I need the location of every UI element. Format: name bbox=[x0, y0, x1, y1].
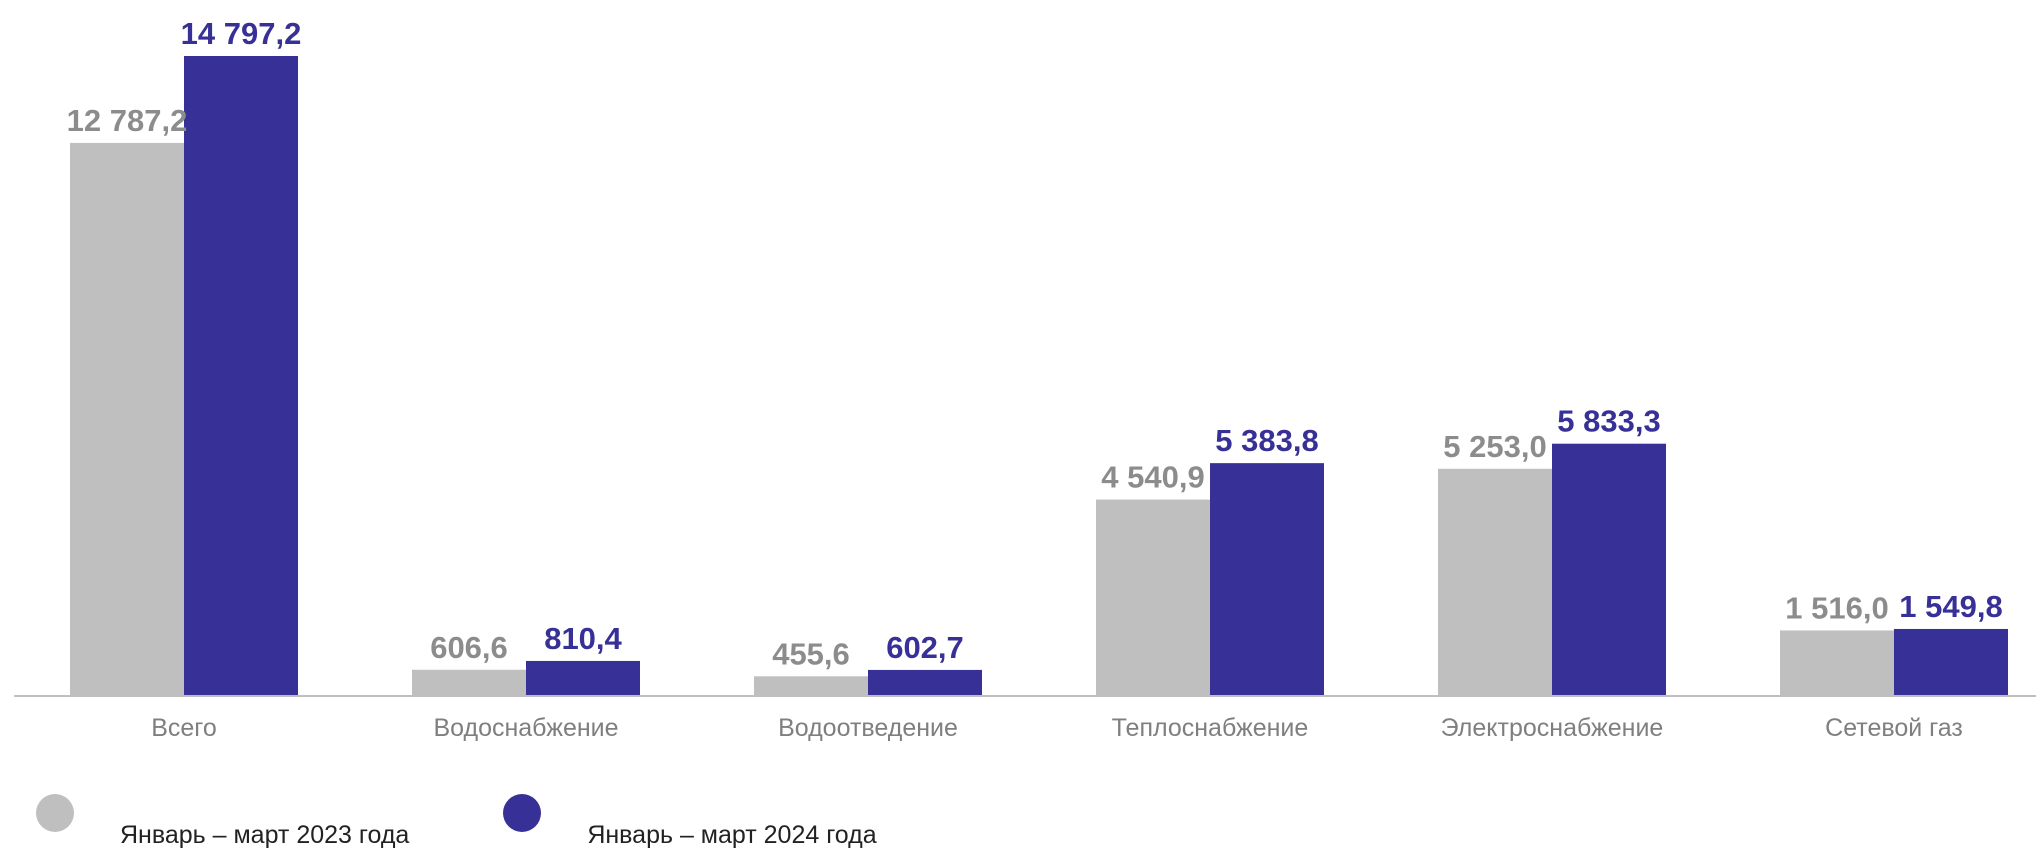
bars-group bbox=[70, 56, 2008, 696]
value-label-series2-cat5: 5 833,3 bbox=[1557, 404, 1660, 439]
bar-series2-cat6 bbox=[1894, 628, 2008, 696]
legend-swatch-2023 bbox=[36, 794, 74, 832]
value-label-series1-cat1: 12 787,2 bbox=[67, 103, 188, 138]
category-label-5: Электроснабжение bbox=[1441, 714, 1664, 742]
legend-label-2024: Январь – март 2024 года bbox=[587, 820, 877, 849]
bar-series1-cat1 bbox=[70, 142, 184, 696]
bar-chart: 12 787,2 14 797,2 606,6 810,4 455,6 602,7 4 54… bbox=[14, 16, 2036, 742]
category-label-6: Сетевой газ bbox=[1825, 714, 1963, 742]
legend-item-2024: Январь – март 2024 года bbox=[503, 794, 877, 849]
bar-series2-cat4 bbox=[1210, 463, 1324, 696]
value-label-series2-cat2: 810,4 bbox=[544, 621, 622, 656]
bar-series1-cat5 bbox=[1438, 468, 1552, 696]
category-label-1: Всего bbox=[151, 714, 217, 742]
legend: Январь – март 2023 года Январь – март 20… bbox=[36, 794, 971, 849]
legend-item-2023: Январь – март 2023 года bbox=[36, 794, 409, 849]
value-label-series2-cat3: 602,7 bbox=[886, 630, 964, 665]
value-label-series1-cat5: 5 253,0 bbox=[1443, 429, 1546, 464]
category-label-3: Водоотведение bbox=[778, 714, 958, 742]
value-label-series2-cat4: 5 383,8 bbox=[1215, 423, 1318, 458]
value-label-series2-cat6: 1 549,8 bbox=[1899, 589, 2002, 624]
category-label-2: Водоснабжение bbox=[433, 714, 618, 742]
bar-series1-cat6 bbox=[1780, 630, 1894, 696]
category-label-4: Теплоснабжение bbox=[1112, 714, 1309, 742]
legend-swatch-2024 bbox=[503, 794, 542, 832]
value-label-series1-cat4: 4 540,9 bbox=[1101, 460, 1204, 495]
bar-series2-cat2 bbox=[526, 660, 640, 696]
legend-label-2023: Январь – март 2023 года bbox=[120, 820, 410, 849]
bar-series2-cat3 bbox=[868, 669, 982, 696]
value-labels-group: 12 787,2 14 797,2 606,6 810,4 455,6 602,7 4 54… bbox=[67, 16, 2003, 671]
value-label-series1-cat2: 606,6 bbox=[430, 630, 508, 665]
bar-series2-cat1 bbox=[184, 56, 298, 696]
value-label-series2-cat1: 14 797,2 bbox=[181, 16, 302, 51]
value-label-series1-cat6: 1 516,0 bbox=[1785, 590, 1888, 625]
bar-series1-cat2 bbox=[412, 669, 526, 696]
value-label-series1-cat3: 455,6 bbox=[772, 636, 850, 671]
bar-series1-cat3 bbox=[754, 676, 868, 696]
bar-series1-cat4 bbox=[1096, 499, 1210, 696]
category-labels-group: Всего Водоснабжение Водоотведение Теплоснаб… bbox=[151, 714, 1963, 742]
bar-series2-cat5 bbox=[1552, 443, 1666, 696]
